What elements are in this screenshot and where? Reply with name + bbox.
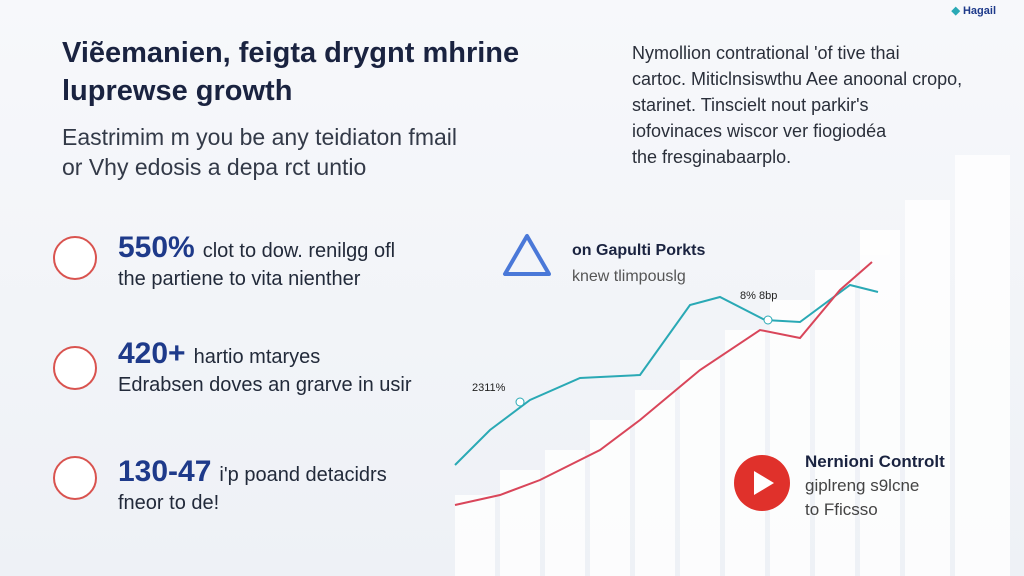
title-line: luprewse growth xyxy=(62,75,293,107)
annotation: 2311% xyxy=(472,382,506,394)
stat-text: Edrabsen doves an grarve in usir xyxy=(118,374,412,396)
red-line xyxy=(454,261,873,506)
intro: Nymollion contrational 'of tive thai car… xyxy=(632,40,962,170)
point xyxy=(763,315,773,325)
intro-line: iofovinaces wiscor ver fiogiodéa xyxy=(632,121,887,141)
stat-text: hartio mtaryes xyxy=(193,346,321,368)
background-bars xyxy=(455,155,1010,576)
point xyxy=(515,397,525,407)
title-line: Viẽemanien, feigta drygnt mhrine xyxy=(62,37,520,69)
subtitle: Eastrimim m you be any teidiaton fmail o… xyxy=(62,122,457,182)
video-title: Nernioni Controlt xyxy=(805,452,945,471)
video-card: Nernioni Controlt giplreng s9lcne to Ffi… xyxy=(805,450,945,522)
stat-text: i'p poand detacidrs xyxy=(219,464,387,486)
stat-figure: 550% xyxy=(118,231,195,264)
stat: 550% clot to dow. renilgg ofl the partien… xyxy=(118,231,396,293)
teal-line xyxy=(454,283,879,466)
intro-line: the fresginabaarplo. xyxy=(632,147,792,167)
intro-line: cartoc. Miticlnsiswthu Aee anoonal cropo… xyxy=(632,69,963,89)
triangle-icon xyxy=(503,234,551,276)
stat: 130-47 i'p poand detacidrs fneor to de! xyxy=(118,455,387,517)
video-text: to Fficsso xyxy=(805,500,878,519)
intro-line: starinet. Tinscielt nout parkir's xyxy=(632,95,869,115)
logo-text: Hagail xyxy=(962,5,996,17)
callout-text: knew tlimpouslg xyxy=(572,268,686,285)
callout: on Gapulti Porkts knew tlimpouslg xyxy=(572,238,705,290)
stat: 420+ hartio mtaryes Edrabsen doves an gra… xyxy=(118,337,412,399)
stat-figure: 130-47 xyxy=(118,455,212,488)
video-text: giplreng s9lcne xyxy=(805,476,920,495)
intro-line: Nymollion contrational 'of tive thai xyxy=(632,43,900,63)
logo: ◆ Hagail xyxy=(951,5,996,17)
stat-icon xyxy=(53,346,97,390)
stat-text: fneor to de! xyxy=(118,492,220,514)
annotation: 8% 8bp xyxy=(740,290,778,302)
stat-icon xyxy=(53,456,97,500)
play-icon xyxy=(754,471,774,495)
stat-figure: 420+ xyxy=(118,337,186,370)
title: Viẽemanien, feigta drygnt mhrine luprews… xyxy=(62,34,519,110)
stat-text: the partiene to vita nienther xyxy=(118,268,361,290)
subtitle-line: or Vhy edosis a depa rct untio xyxy=(62,154,367,180)
stat-icon xyxy=(53,236,97,280)
callout-title: on Gapulti Porkts xyxy=(572,242,706,259)
stat-text: clot to dow. renilgg ofl xyxy=(202,240,396,262)
subtitle-line: Eastrimim m you be any teidiaton fmail xyxy=(62,124,457,150)
